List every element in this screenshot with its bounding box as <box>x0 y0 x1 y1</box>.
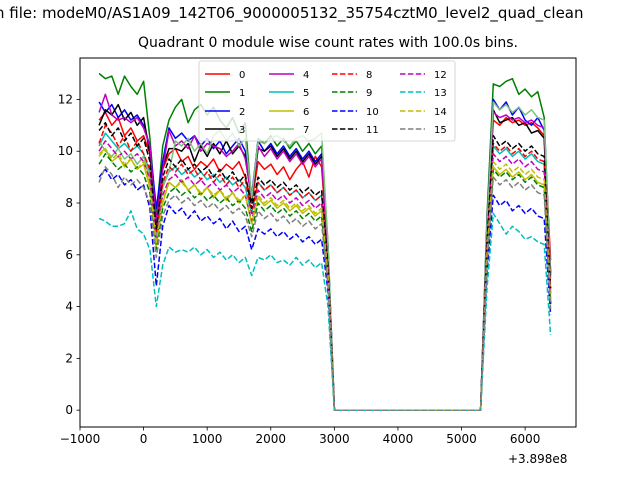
legend-label-2: 2 <box>239 107 245 118</box>
y-tick-label: 0 <box>65 403 73 417</box>
y-tick-label: 12 <box>58 92 73 106</box>
legend-box <box>198 60 456 142</box>
x-tick-label: −1000 <box>60 432 101 446</box>
legend-label-13: 13 <box>434 88 447 99</box>
y-tick-label: 8 <box>65 196 73 210</box>
series-line-11 <box>98 121 552 411</box>
y-tick-label: 10 <box>58 144 73 158</box>
legend-label-3: 3 <box>239 125 245 136</box>
x-tick-label: 1000 <box>192 432 223 446</box>
legend-label-5: 5 <box>303 88 309 99</box>
x-tick-label: 4000 <box>383 432 414 446</box>
x-axis: −1000 0 1000 2000 3000 4000 5000 6000 <box>60 427 541 446</box>
x-tick-label: 5000 <box>446 432 477 446</box>
y-tick-label: 6 <box>65 248 73 262</box>
legend-label-10: 10 <box>366 107 379 118</box>
legend-label-0: 0 <box>239 70 245 81</box>
legend-label-6: 6 <box>303 107 309 118</box>
x-tick-label: 6000 <box>510 432 541 446</box>
series-line-12 <box>98 140 552 411</box>
legend-label-14: 14 <box>434 107 447 118</box>
series-line-10 <box>98 168 552 411</box>
x-tick-label: 0 <box>140 432 148 446</box>
series-line-13 <box>98 210 552 411</box>
plot-frame <box>79 57 577 428</box>
series-line-8 <box>98 124 552 411</box>
legend-label-1: 1 <box>239 88 245 99</box>
x-tick-label: 3000 <box>319 432 350 446</box>
series-line-6 <box>98 147 552 411</box>
series-line-15 <box>98 166 552 411</box>
y-axis: 0 2 4 6 8 10 12 <box>58 92 80 417</box>
series-layer <box>98 72 552 411</box>
legend-label-8: 8 <box>366 70 372 81</box>
legend-label-11: 11 <box>366 125 379 136</box>
figure-suptitle: n file: modeM0/AS1A09_142T06_9000005132_… <box>0 4 584 22</box>
legend-label-15: 15 <box>434 125 447 136</box>
legend-label-12: 12 <box>434 70 447 81</box>
chart-title: Quadrant 0 module wise count rates with … <box>138 35 518 51</box>
series-line-9 <box>98 153 552 411</box>
y-tick-label: 2 <box>65 351 73 365</box>
legend-label-7: 7 <box>303 125 309 136</box>
legend-label-9: 9 <box>366 88 372 99</box>
x-offset-label: +3.898e8 <box>508 452 568 466</box>
legend-label-4: 4 <box>303 70 309 81</box>
x-tick-label: 2000 <box>255 432 286 446</box>
series-line-14 <box>98 147 552 411</box>
y-tick-label: 4 <box>65 300 73 314</box>
